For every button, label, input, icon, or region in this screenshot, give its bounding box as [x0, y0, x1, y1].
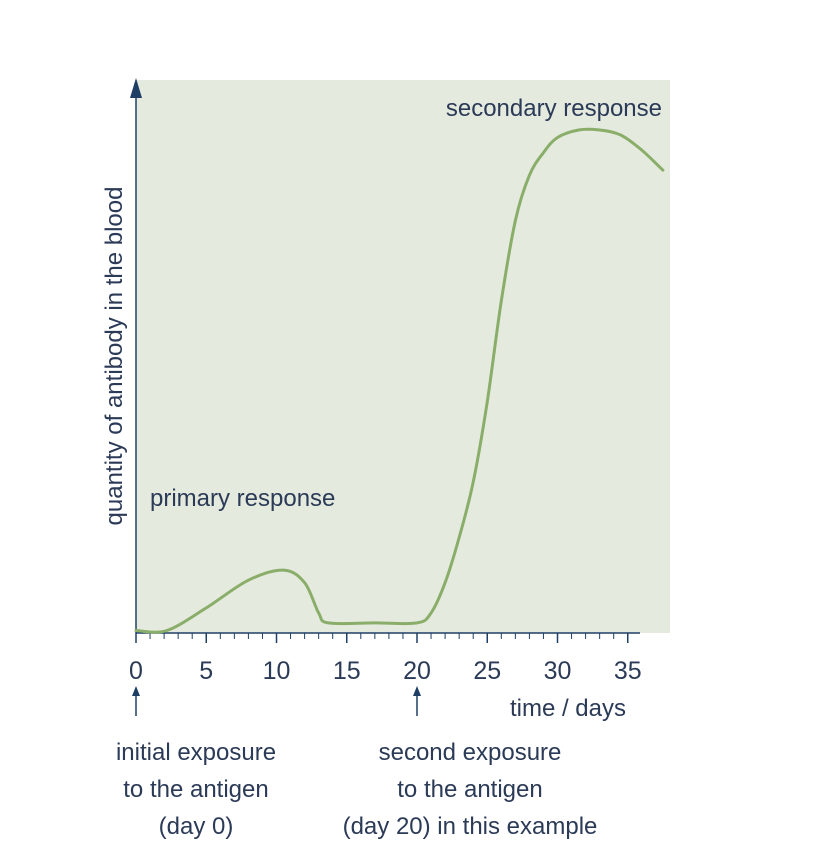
initial-exposure-line-2: to the antigen — [123, 776, 268, 803]
second-exposure-line-2: to the antigen — [397, 776, 542, 803]
y-axis-label: quantity of antibody in the blood — [101, 187, 128, 526]
second-exposure-arrow-icon — [413, 686, 421, 716]
initial-exposure-line-3: (day 0) — [159, 813, 234, 840]
initial-exposure-line-1: initial exposure — [116, 739, 276, 766]
x-tick-label: 10 — [263, 657, 291, 685]
antibody-curve — [134, 127, 665, 634]
x-axis-ticks — [135, 633, 629, 643]
second-exposure-line-1: second exposure — [379, 739, 562, 766]
initial-exposure-arrow-icon — [132, 686, 140, 716]
x-tick-label: 0 — [129, 657, 143, 685]
y-axis-arrow-icon — [130, 78, 142, 98]
secondary-response-label: secondary response — [446, 95, 662, 122]
x-tick-label: 15 — [333, 657, 361, 685]
second-exposure-line-3: (day 20) in this example — [343, 813, 598, 840]
plot-background — [136, 80, 670, 633]
x-tick-label: 25 — [473, 657, 501, 685]
x-tick-label: 35 — [614, 657, 642, 685]
x-tick-label: 5 — [199, 657, 213, 685]
x-axis-label: time / days — [510, 695, 626, 722]
x-tick-label: 30 — [544, 657, 572, 685]
primary-response-label: primary response — [150, 485, 335, 512]
x-axis-tick-labels: 0 5 10 15 20 25 30 35 — [129, 657, 642, 685]
x-tick-label: 20 — [403, 657, 431, 685]
